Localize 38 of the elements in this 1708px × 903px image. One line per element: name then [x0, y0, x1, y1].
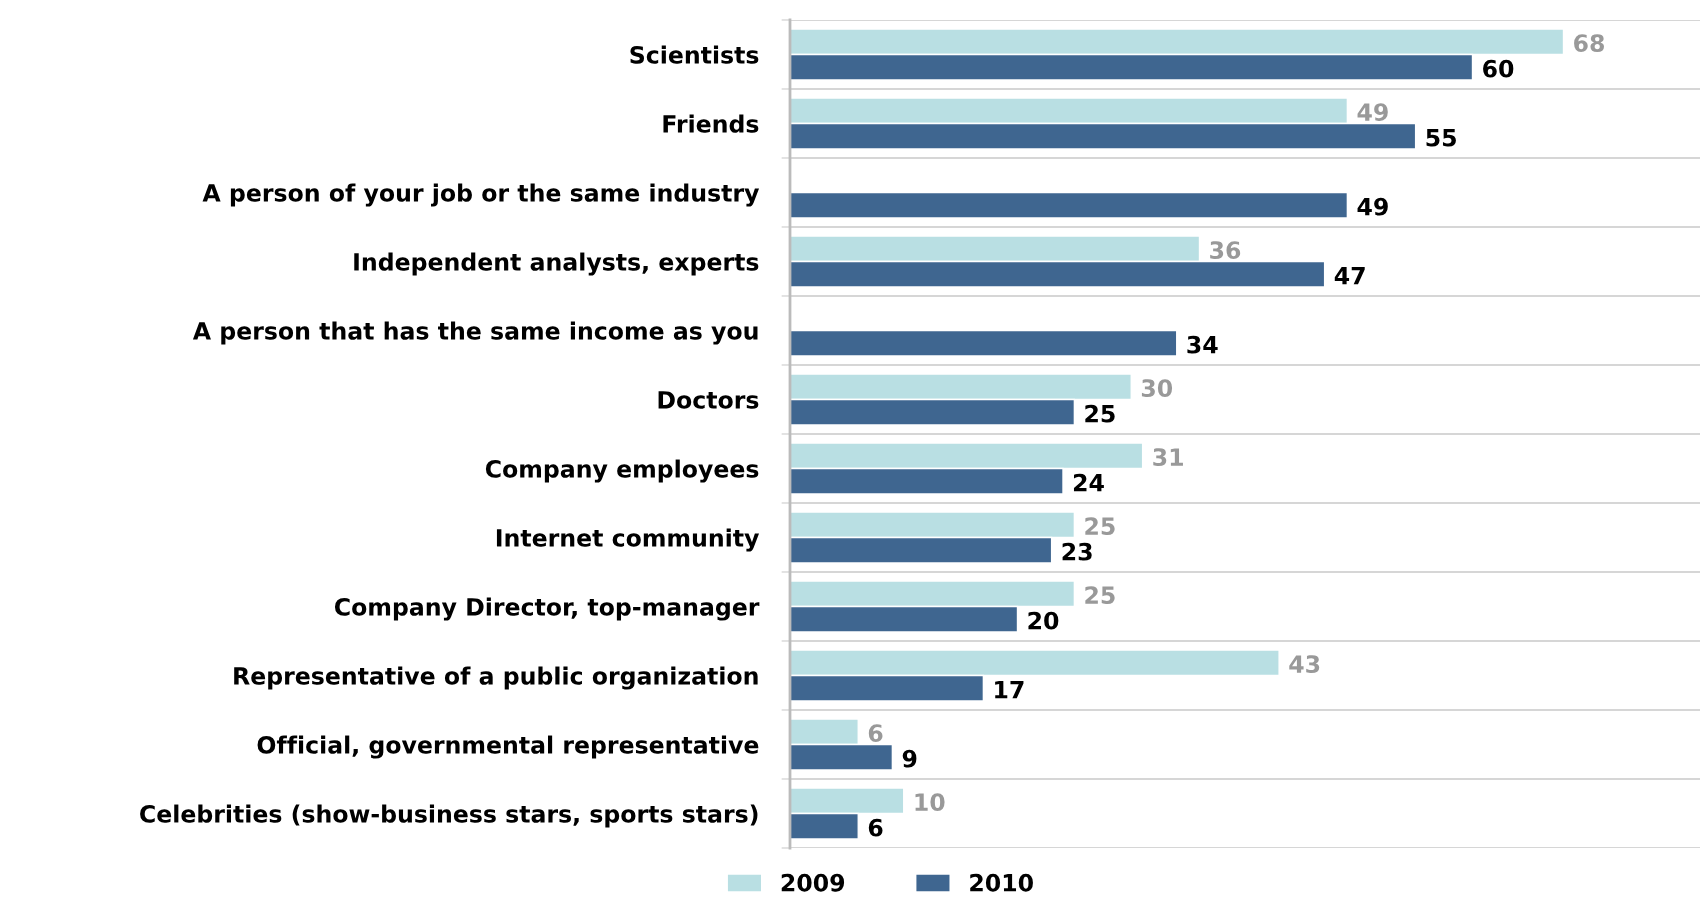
y-tick-label: Scientists [630, 45, 759, 64]
legend-label: 2010 [970, 873, 1033, 892]
data-label: 17 [995, 681, 1024, 699]
data-label: 55 [1426, 129, 1456, 147]
data-label: 68 [1574, 34, 1604, 53]
data-label: 43 [1289, 655, 1320, 674]
data-label: 23 [1062, 542, 1092, 561]
data-label: 31 [1153, 448, 1183, 467]
y-tick-label: Celebrities (show-business stars, sports stars) [140, 804, 758, 828]
y-tick-label: Official, governmental representative [257, 735, 759, 759]
data-label: 30 [1141, 379, 1173, 398]
bar [790, 329, 1178, 357]
data-label: 6 [868, 724, 883, 743]
y-tick-label: A person of your job or the same industry [202, 183, 760, 207]
data-label: 60 [1483, 59, 1514, 78]
y-tick-label: Friends [663, 114, 759, 133]
y-tick-label: Representative of a public organization [234, 666, 758, 690]
y-tick-label: A person that has the same income as you [192, 321, 758, 345]
data-label: 25 [1085, 404, 1115, 423]
bar [790, 191, 1349, 219]
data-label: 34 [1187, 335, 1218, 354]
data-label: 6 [868, 818, 883, 837]
data-label: 24 [1073, 473, 1104, 492]
data-label: 25 [1085, 517, 1115, 536]
data-label: 36 [1210, 241, 1241, 260]
data-label: 20 [1028, 611, 1059, 630]
y-tick-label: Doctors [658, 391, 759, 409]
data-label: 10 [915, 793, 945, 812]
legend-label: 2009 [781, 873, 845, 892]
y-tick-label: Company employees [485, 459, 759, 483]
y-tick-label: Internet community [496, 528, 760, 552]
y-tick-label: Company Director, top-manager [334, 597, 760, 621]
data-label: 9 [902, 749, 917, 768]
data-label: 49 [1357, 197, 1388, 216]
data-label: 49 [1357, 103, 1388, 122]
y-tick-label: Independent analysts, experts [354, 252, 759, 276]
data-label: 25 [1085, 586, 1115, 605]
data-label: 47 [1334, 267, 1365, 285]
